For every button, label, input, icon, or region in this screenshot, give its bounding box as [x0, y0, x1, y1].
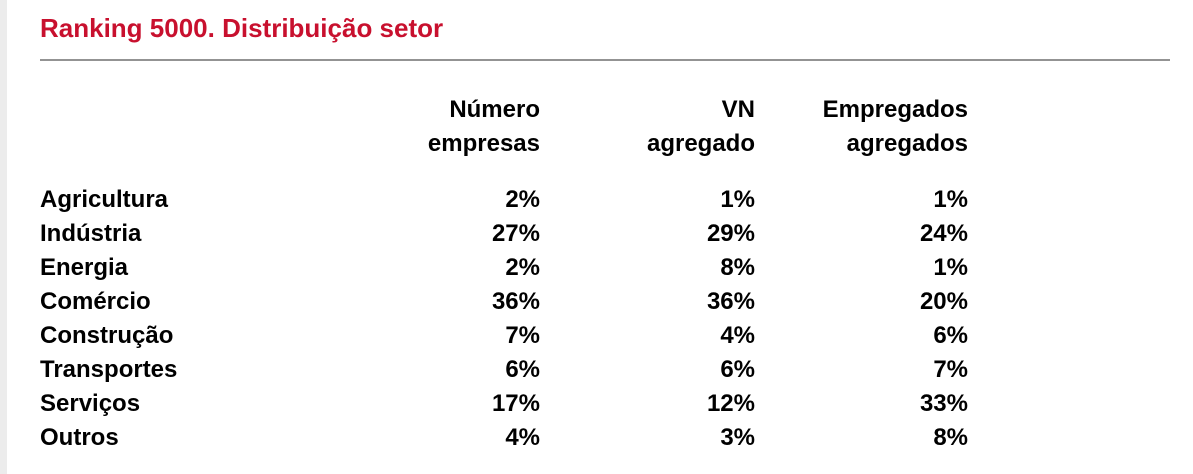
value-cell: 1% [933, 186, 968, 213]
value-cell: 17% [491, 390, 540, 417]
table-row: Agricultura 2% 1% 1% [40, 183, 968, 217]
value-cell: 1% [933, 254, 968, 281]
value-cell: 4% [505, 424, 540, 451]
title-rule [40, 59, 1170, 61]
value-cell: 12% [706, 390, 755, 417]
sector-label: Agricultura [40, 186, 169, 213]
value-cell: 6% [933, 322, 968, 349]
page-edge-strip [0, 0, 7, 474]
header-numero-empresas: Número empresas [380, 93, 540, 183]
value-cell: 6% [505, 356, 540, 383]
table-row: Comércio 36% 36% 20% [40, 285, 968, 319]
value-cell: 3% [720, 424, 755, 451]
value-cell: 20% [919, 288, 968, 315]
sector-label: Indústria [40, 220, 142, 247]
header-line: agregados [846, 130, 968, 157]
value-cell: 7% [505, 322, 540, 349]
header-sector-empty [40, 93, 380, 183]
sector-distribution-table: Número empresas VN agregado Empregados a… [40, 93, 968, 455]
page-title: Ranking 5000. Distribuição setor [40, 13, 444, 43]
table-row: Energia 2% 8% 1% [40, 251, 968, 285]
sector-label: Comércio [40, 288, 151, 315]
value-cell: 8% [933, 424, 968, 451]
sector-label: Serviços [40, 390, 141, 417]
value-cell: 1% [720, 186, 755, 213]
value-cell: 27% [491, 220, 540, 247]
header-line: agregado [646, 130, 755, 157]
value-cell: 4% [720, 322, 755, 349]
header-line: Empregados [822, 96, 968, 123]
table-row: Indústria 27% 29% 24% [40, 217, 968, 251]
report-page: Ranking 5000. Distribuição setor Número … [40, 0, 1170, 455]
header-line: empresas [427, 130, 540, 157]
table-row: Construção 7% 4% 6% [40, 319, 968, 353]
sector-label: Transportes [40, 356, 178, 383]
value-cell: 6% [720, 356, 755, 383]
header-line: VN [721, 96, 755, 123]
sector-label: Energia [40, 254, 129, 281]
value-cell: 2% [505, 186, 540, 213]
table-row: Outros 4% 3% 8% [40, 421, 968, 455]
value-cell: 36% [706, 288, 755, 315]
table-row: Transportes 6% 6% 7% [40, 353, 968, 387]
header-row: Número empresas VN agregado Empregados a… [40, 93, 968, 183]
header-empregados-agregados: Empregados agregados [755, 93, 968, 183]
table-body: Agricultura 2% 1% 1% Indústria 27% 29% 2… [40, 183, 968, 455]
header-vn-agregado: VN agregado [540, 93, 755, 183]
value-cell: 8% [720, 254, 755, 281]
value-cell: 29% [706, 220, 755, 247]
table-row: Serviços 17% 12% 33% [40, 387, 968, 421]
value-cell: 2% [505, 254, 540, 281]
value-cell: 36% [491, 288, 540, 315]
value-cell: 24% [919, 220, 968, 247]
value-cell: 33% [919, 390, 968, 417]
sector-label: Construção [40, 322, 174, 349]
header-line: Número [449, 96, 540, 123]
value-cell: 7% [933, 356, 968, 383]
sector-label: Outros [40, 424, 119, 451]
